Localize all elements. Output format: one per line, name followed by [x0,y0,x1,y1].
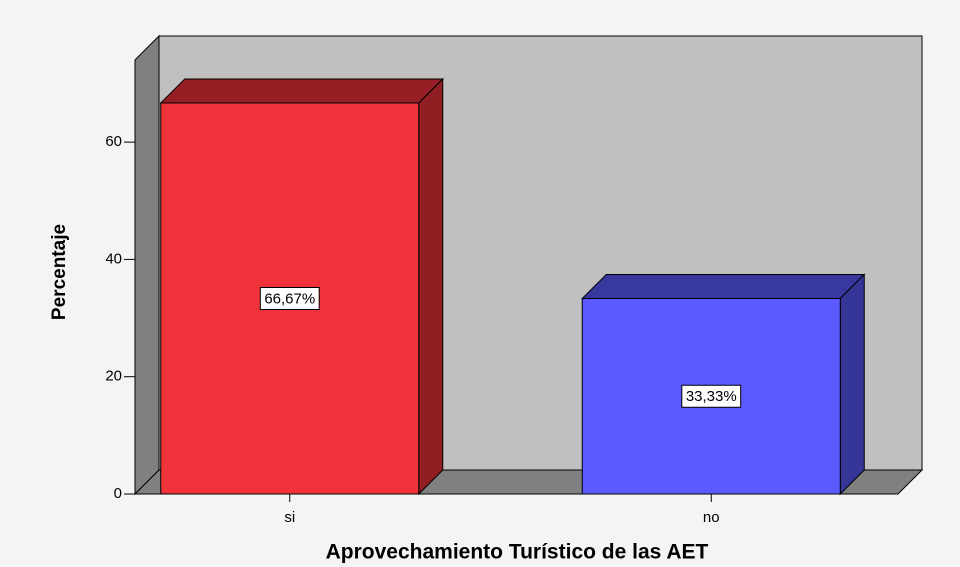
value-label: 66,67% [264,290,315,307]
x-tick-label: no [703,509,720,526]
bar-top [581,274,866,300]
bar-side [839,273,865,496]
x-axis-label: Aprovechamiento Turístico de las AET [326,541,709,564]
left-wall [134,34,160,496]
y-tick-label: 0 [114,485,122,502]
value-label-box [681,384,742,408]
y-tick-label: 20 [105,368,122,385]
bar-top [159,78,444,104]
value-label-box [259,286,320,310]
bar-side [418,77,444,496]
y-tick-label: 60 [105,133,122,150]
x-tick-label: si [284,509,295,526]
y-tick-label: 40 [105,250,122,267]
value-label: 33,33% [686,388,737,405]
y-axis-label: Percentaje [49,224,70,320]
